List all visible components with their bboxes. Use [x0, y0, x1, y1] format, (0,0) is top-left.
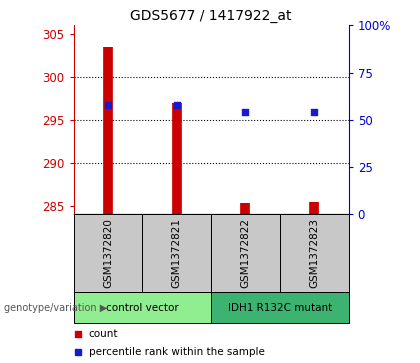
Text: GSM1372821: GSM1372821	[172, 218, 182, 288]
Text: control vector: control vector	[106, 303, 178, 313]
Title: GDS5677 / 1417922_at: GDS5677 / 1417922_at	[130, 9, 292, 23]
Text: count: count	[89, 329, 118, 339]
Text: GSM1372823: GSM1372823	[309, 218, 319, 288]
Text: GSM1372820: GSM1372820	[103, 218, 113, 288]
Text: IDH1 R132C mutant: IDH1 R132C mutant	[228, 303, 332, 313]
Point	[74, 331, 81, 337]
Bar	[211, 214, 280, 292]
Text: genotype/variation ▶: genotype/variation ▶	[4, 303, 108, 313]
Bar	[74, 292, 211, 323]
Point	[74, 349, 81, 355]
Point	[105, 102, 111, 107]
Bar	[74, 214, 142, 292]
Point	[173, 102, 180, 107]
Point	[311, 109, 318, 115]
Text: GSM1372822: GSM1372822	[240, 218, 250, 288]
Text: percentile rank within the sample: percentile rank within the sample	[89, 347, 265, 357]
Bar	[280, 214, 349, 292]
Bar	[211, 292, 349, 323]
Bar	[142, 214, 211, 292]
Point	[242, 109, 249, 115]
